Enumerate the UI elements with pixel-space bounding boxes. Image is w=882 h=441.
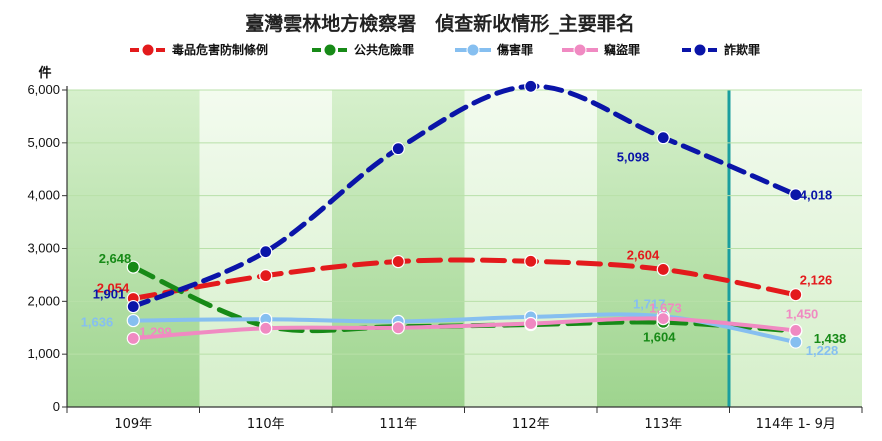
legend-swatch-marker [466, 43, 480, 57]
series-line-0 [130, 257, 799, 301]
x-tick-label: 112年 [512, 417, 550, 432]
data-point [259, 269, 273, 283]
series-line-4 [130, 83, 799, 310]
data-label: 1,604 [643, 329, 676, 344]
y-tick-label: 2,000 [27, 293, 60, 308]
data-label: 2,604 [627, 247, 660, 262]
data-point [789, 323, 803, 337]
data-label: 1,228 [806, 343, 839, 358]
legend-swatch-marker [693, 43, 707, 57]
data-point [259, 321, 273, 335]
data-point [126, 299, 140, 314]
data-point [656, 262, 670, 277]
data-point [789, 188, 803, 202]
data-point [391, 321, 405, 335]
y-tick-label: 5,000 [27, 135, 60, 150]
data-point [656, 312, 670, 326]
data-point [524, 254, 538, 268]
legend: 毒品危害防制條例 公共危險罪 傷害罪 竊盜罪 詐欺罪 [130, 42, 760, 57]
data-label: 2,648 [99, 251, 132, 266]
data-point [656, 131, 670, 145]
data-point [391, 254, 405, 269]
legend-label: 竊盜罪 [604, 42, 640, 57]
x-tick-label: 109年 [114, 417, 152, 432]
legend-label: 公共危險罪 [354, 42, 414, 57]
data-point [126, 313, 140, 328]
x-tick-label: 114年 1- 9月 [756, 417, 836, 432]
data-label: 2,054 [97, 280, 130, 295]
data-label: 1,717 [633, 296, 666, 311]
legend-label: 毒品危害防制條例 [172, 42, 268, 57]
data-label: 1,450 [786, 306, 819, 321]
chart-title: 臺灣雲林地方檢察署 偵查新收情形_主要罪名 [245, 12, 635, 35]
data-labels: 2,054 2,604 2,126 2,648 1,604 1,438 1,636 1,717… [81, 150, 847, 358]
data-label: 1,438 [814, 331, 847, 346]
data-point [524, 79, 538, 93]
legend-label: 傷害罪 [496, 42, 533, 57]
legend-label: 詐欺罪 [724, 42, 760, 57]
x-tick-label: 111年 [379, 417, 417, 432]
y-tick-label: 6,000 [27, 82, 60, 97]
y-tick-label: 3,000 [27, 241, 60, 256]
y-tick-label: 1,000 [27, 346, 60, 361]
y-tick-label: 0 [53, 399, 60, 414]
data-label: 1,901 [93, 287, 126, 302]
y-axis-label: 件 [38, 65, 51, 81]
data-label: 4,018 [800, 188, 833, 203]
data-point [391, 142, 405, 156]
data-label: 1,636 [81, 315, 114, 330]
data-point [789, 335, 803, 349]
data-point [259, 245, 273, 259]
legend-swatch-marker [573, 43, 587, 57]
data-label: 2,126 [800, 273, 833, 288]
data-label: 1,299 [139, 324, 172, 339]
data-point [789, 288, 803, 302]
series-line-3 [131, 316, 798, 341]
data-point [524, 316, 538, 331]
data-point [126, 260, 140, 274]
x-tick-label: 113年 [644, 417, 682, 432]
y-tick-label: 4,000 [27, 188, 60, 203]
x-tick-label: 110年 [247, 417, 285, 432]
series-lines [126, 79, 803, 349]
legend-swatch-marker [141, 43, 155, 57]
data-label: 1,673 [649, 301, 682, 316]
data-point [126, 331, 140, 345]
legend-swatch-marker [323, 43, 337, 57]
data-label: 5,098 [617, 150, 650, 165]
